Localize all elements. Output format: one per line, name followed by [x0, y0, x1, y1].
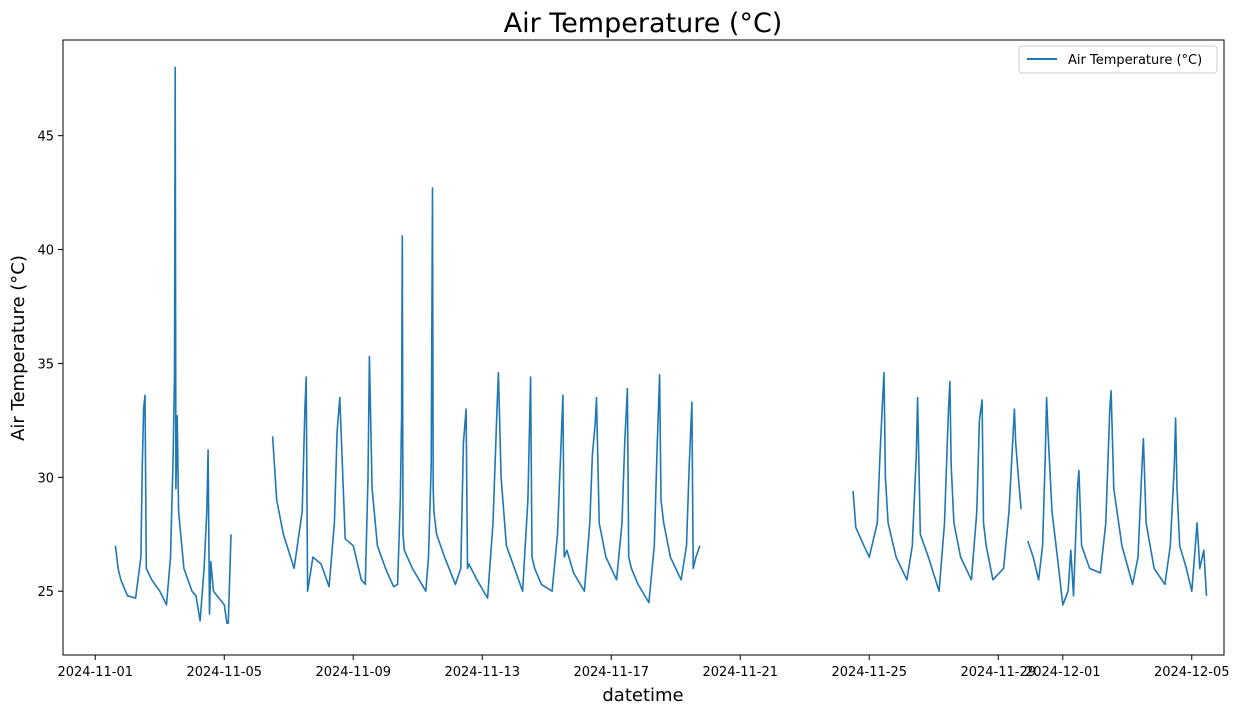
legend-box — [1018, 45, 1218, 74]
series-line-segment — [114, 66, 232, 624]
y-tick-label: 40 — [37, 244, 54, 259]
y-tick-label: 45 — [37, 130, 54, 145]
plot-area — [114, 66, 1208, 624]
y-tick-label: 25 — [37, 585, 54, 600]
legend: Air Temperature (°C) — [1018, 45, 1218, 74]
x-tick-label: 2024-11-13 — [444, 665, 520, 680]
x-tick-label: 2024-12-05 — [1154, 665, 1230, 680]
plot-frame — [62, 39, 1225, 656]
x-tick-label: 2024-11-25 — [831, 665, 907, 680]
y-tick-label: 30 — [37, 471, 54, 486]
series-line-segment — [852, 371, 1022, 592]
x-tick-label: 2024-11-29 — [960, 665, 1036, 680]
series-line-segment — [1027, 390, 1208, 606]
x-tick-label: 2024-11-05 — [186, 665, 262, 680]
series-line-segment — [271, 187, 701, 604]
x-tick-label: 2024-11-09 — [315, 665, 391, 680]
y-axis: 25 30 35 40 45 — [37, 130, 63, 600]
y-axis-label: Air Temperature (°C) — [8, 255, 29, 441]
x-tick-label: 2024-11-21 — [702, 665, 778, 680]
chart-title: Air Temperature (°C) — [504, 8, 783, 39]
x-tick-label: 2024-12-01 — [1025, 665, 1101, 680]
x-tick-label: 2024-11-01 — [57, 665, 133, 680]
y-tick-label: 35 — [37, 357, 54, 372]
x-axis: 2024-11-01 2024-11-05 2024-11-09 2024-11-13… — [57, 655, 1230, 680]
legend-label: Air Temperature (°C) — [1068, 53, 1202, 68]
x-tick-label: 2024-11-17 — [573, 665, 649, 680]
x-axis-label: datetime — [602, 685, 683, 706]
